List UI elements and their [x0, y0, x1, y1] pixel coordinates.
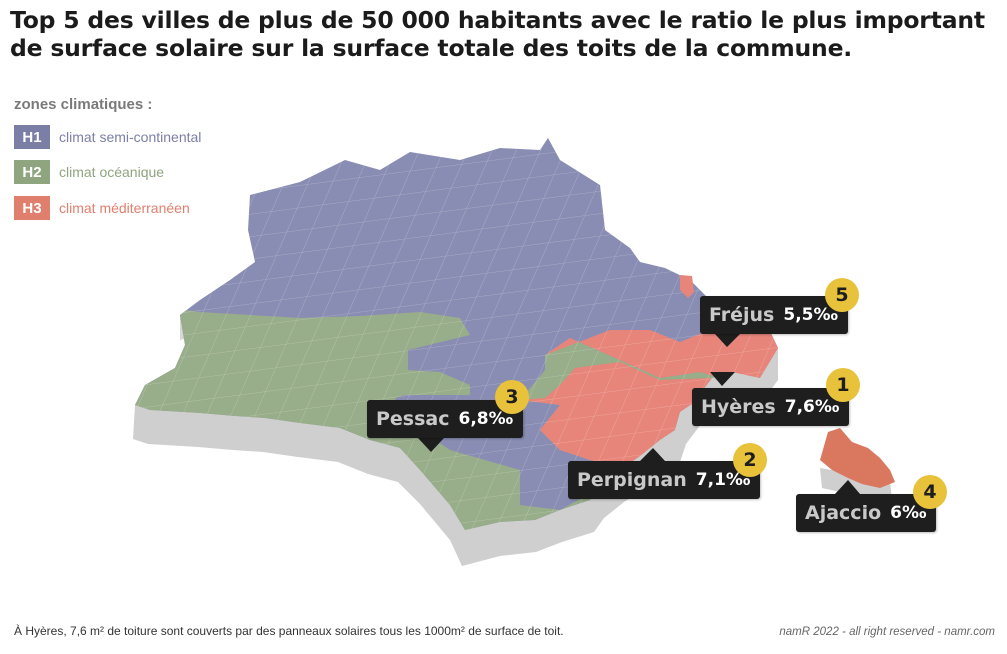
rank-badge-hyeres: 1 [826, 368, 860, 402]
legend-label-h2: climat océanique [59, 164, 165, 180]
rank-badge-perpignan: 2 [733, 443, 767, 477]
map-title: Top 5 des villes de plus de 50 000 habit… [10, 6, 1000, 62]
legend-code-h2: H2 [14, 160, 50, 184]
zone-h3-alps [680, 275, 694, 298]
pointer-perpignan [640, 448, 665, 461]
credit: namR 2022 - all right reserved - namr.co… [779, 626, 995, 638]
legend-code-h3: H3 [14, 196, 50, 220]
city-name-frejus: Fréjus [709, 304, 775, 326]
city-name-perpignan: Perpignan [577, 469, 687, 491]
city-ratio-ajaccio: 6‰ [890, 503, 927, 523]
city-name-pessac: Pessac [376, 408, 450, 430]
callout-perpignan[interactable]: Perpignan 7,1‰ [568, 461, 761, 499]
callout-ajaccio[interactable]: Ajaccio 6‰ [796, 494, 937, 532]
legend-label-h1: climat semi-continental [59, 129, 202, 145]
city-name-ajaccio: Ajaccio [805, 502, 882, 524]
pointer-hyeres [710, 372, 735, 386]
callout-pointers [418, 334, 860, 494]
legend-item-h1: H1 climat semi-continental [14, 125, 201, 149]
legend-item-h2: H2 climat océanique [14, 160, 164, 184]
pointer-frejus [715, 334, 740, 347]
legend-label-h3: climat méditerranéen [59, 200, 190, 216]
legend-item-h3: H3 climat méditerranéen [14, 196, 190, 220]
rank-badge-frejus: 5 [825, 278, 859, 312]
callout-hyeres[interactable]: Hyères 7,6‰ [692, 388, 850, 426]
legend-code-h1: H1 [14, 125, 50, 149]
city-ratio-pessac: 6,8‰ [458, 409, 514, 429]
title-line-1: Top 5 des villes de plus de 50 000 habit… [10, 6, 985, 34]
rank-badge-ajaccio: 4 [913, 475, 947, 509]
title-line-2: de surface solaire sur la surface totale… [10, 34, 853, 62]
rank-badge-pessac: 3 [495, 380, 529, 414]
city-ratio-frejus: 5,5‰ [783, 305, 838, 325]
roof-grid [135, 138, 778, 530]
city-ratio-perpignan: 7,1‰ [695, 470, 751, 490]
legend-heading: zones climatiques : [14, 96, 153, 113]
pointer-pessac [418, 438, 444, 452]
city-ratio-hyeres: 7,6‰ [784, 397, 840, 417]
callout-frejus[interactable]: Fréjus 5,5‰ [700, 296, 848, 334]
footnote: À Hyères, 7,6 m² de toiture sont couvert… [14, 624, 564, 638]
city-name-hyeres: Hyères [701, 396, 776, 418]
pointer-ajaccio [835, 480, 860, 494]
corsica [820, 428, 895, 500]
